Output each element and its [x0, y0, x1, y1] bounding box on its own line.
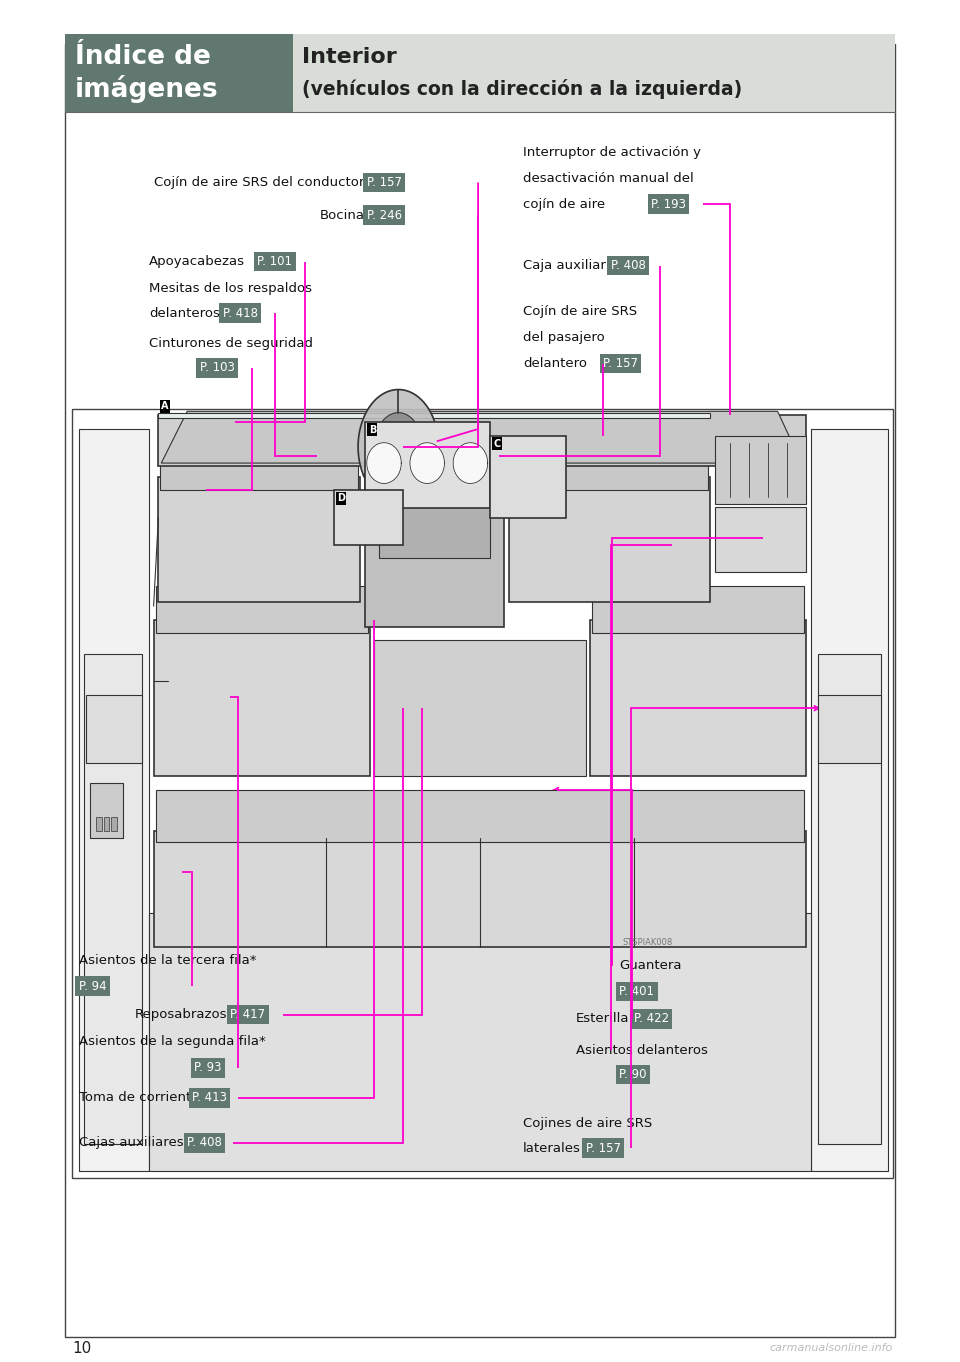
- Text: C: C: [493, 439, 501, 448]
- Text: P. 90: P. 90: [619, 1068, 647, 1081]
- Polygon shape: [374, 413, 422, 481]
- Text: P. 246: P. 246: [367, 208, 402, 222]
- Text: D: D: [337, 493, 345, 503]
- Polygon shape: [715, 436, 806, 504]
- Text: P. 408: P. 408: [187, 1136, 222, 1150]
- Text: P. 418: P. 418: [223, 306, 257, 320]
- Text: Asientos de la tercera fila*: Asientos de la tercera fila*: [79, 953, 256, 967]
- Text: Bocina: Bocina: [320, 208, 365, 222]
- Text: P. 93: P. 93: [194, 1061, 222, 1075]
- Text: Asientos delanteros: Asientos delanteros: [576, 1043, 708, 1057]
- Polygon shape: [715, 507, 806, 572]
- Text: laterales: laterales: [523, 1141, 581, 1155]
- Polygon shape: [75, 413, 891, 1174]
- FancyBboxPatch shape: [293, 34, 895, 112]
- Polygon shape: [818, 654, 881, 1144]
- Text: carmanualsonline.info: carmanualsonline.info: [770, 1343, 893, 1354]
- Polygon shape: [84, 654, 142, 1144]
- Text: 10: 10: [72, 1340, 91, 1357]
- Text: desactivación manual del: desactivación manual del: [523, 172, 694, 185]
- Polygon shape: [590, 620, 806, 776]
- Text: P. 408: P. 408: [611, 259, 645, 272]
- Text: Esterilla: Esterilla: [576, 1012, 630, 1026]
- Polygon shape: [154, 831, 806, 947]
- Polygon shape: [90, 783, 123, 838]
- Polygon shape: [156, 586, 368, 633]
- Polygon shape: [811, 429, 888, 1171]
- FancyBboxPatch shape: [72, 409, 893, 1178]
- Polygon shape: [149, 913, 811, 1171]
- Polygon shape: [334, 490, 403, 545]
- Polygon shape: [86, 695, 142, 763]
- Text: STSPIAK008: STSPIAK008: [622, 938, 672, 947]
- Text: Reposabrazos*: Reposabrazos*: [134, 1008, 233, 1022]
- Text: delanteros*: delanteros*: [149, 306, 227, 320]
- Text: del pasajero: del pasajero: [523, 331, 605, 345]
- Polygon shape: [365, 456, 504, 627]
- Polygon shape: [158, 415, 806, 466]
- Polygon shape: [509, 477, 710, 602]
- Polygon shape: [379, 504, 490, 558]
- Polygon shape: [156, 790, 804, 842]
- Polygon shape: [374, 640, 586, 776]
- Text: P. 417: P. 417: [230, 1008, 266, 1022]
- Text: Cojín de aire SRS: Cojín de aire SRS: [523, 305, 637, 319]
- Polygon shape: [453, 443, 488, 484]
- Text: P. 103: P. 103: [200, 361, 234, 375]
- Text: Caja auxiliar: Caja auxiliar: [523, 259, 606, 272]
- Polygon shape: [158, 413, 710, 418]
- Text: imágenes: imágenes: [75, 75, 219, 104]
- Text: (vehículos con la dirección a la izquierda): (vehículos con la dirección a la izquier…: [302, 79, 743, 99]
- Text: Cinturones de seguridad: Cinturones de seguridad: [149, 336, 313, 350]
- Text: Índice de: Índice de: [75, 44, 211, 69]
- Text: P. 94: P. 94: [79, 979, 107, 993]
- Polygon shape: [358, 390, 439, 504]
- Text: P. 157: P. 157: [586, 1141, 620, 1155]
- Text: Cojín de aire SRS del conductor: Cojín de aire SRS del conductor: [155, 176, 365, 189]
- Polygon shape: [160, 443, 358, 490]
- Polygon shape: [111, 817, 117, 831]
- Text: P. 157: P. 157: [603, 357, 637, 370]
- Polygon shape: [605, 415, 672, 447]
- Text: Interior: Interior: [302, 46, 397, 67]
- Polygon shape: [154, 620, 370, 776]
- Polygon shape: [96, 817, 102, 831]
- Text: Cojines de aire SRS: Cojines de aire SRS: [523, 1117, 653, 1130]
- Polygon shape: [490, 436, 566, 518]
- Polygon shape: [209, 415, 259, 447]
- Text: Asientos de la segunda fila*: Asientos de la segunda fila*: [79, 1035, 266, 1049]
- Text: P. 157: P. 157: [367, 176, 401, 189]
- Text: A: A: [161, 402, 169, 411]
- FancyBboxPatch shape: [65, 44, 895, 1337]
- Text: delantero: delantero: [523, 357, 588, 370]
- Text: Apoyacabezas: Apoyacabezas: [149, 255, 245, 268]
- Polygon shape: [592, 586, 804, 633]
- FancyBboxPatch shape: [65, 34, 293, 112]
- Text: Mesitas de los respaldos: Mesitas de los respaldos: [149, 282, 312, 296]
- Polygon shape: [818, 695, 881, 763]
- Polygon shape: [104, 817, 109, 831]
- Text: P. 422: P. 422: [634, 1012, 669, 1026]
- Polygon shape: [158, 477, 360, 602]
- Polygon shape: [511, 443, 708, 490]
- Text: cojín de aire: cojín de aire: [523, 197, 606, 211]
- Text: Toma de corriente*: Toma de corriente*: [79, 1091, 206, 1105]
- Polygon shape: [79, 429, 149, 1171]
- Text: P. 401: P. 401: [619, 985, 654, 998]
- Text: P. 101: P. 101: [257, 255, 292, 268]
- Polygon shape: [161, 411, 802, 463]
- Polygon shape: [410, 443, 444, 484]
- Text: Cajas auxiliares: Cajas auxiliares: [79, 1136, 183, 1150]
- Text: Interruptor de activación y: Interruptor de activación y: [523, 146, 701, 159]
- Polygon shape: [365, 422, 490, 508]
- Text: Guantera: Guantera: [619, 959, 682, 972]
- Text: P. 193: P. 193: [651, 197, 685, 211]
- Text: B: B: [369, 425, 376, 434]
- Polygon shape: [367, 443, 401, 484]
- Text: P. 413: P. 413: [192, 1091, 227, 1105]
